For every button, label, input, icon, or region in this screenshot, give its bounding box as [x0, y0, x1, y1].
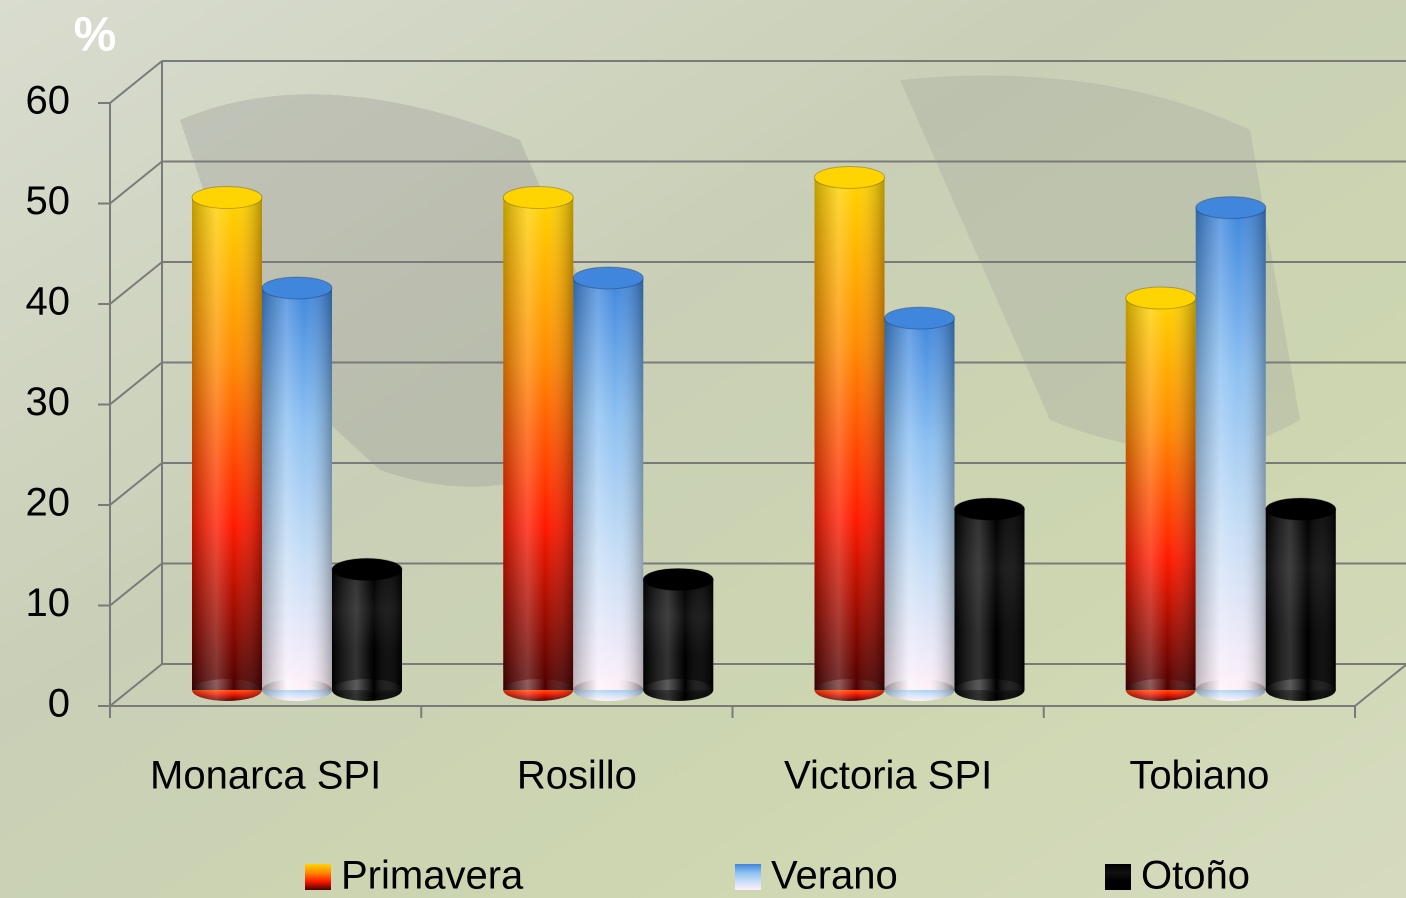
y-tick-label: 40: [26, 280, 71, 324]
grid-line: [109, 562, 163, 607]
legend: Primavera Verano Otoño: [305, 854, 1250, 898]
bar-shade: [1125, 298, 1196, 690]
bar-top: [884, 306, 955, 330]
bar-top: [502, 186, 574, 210]
legend-label: Verano: [771, 854, 898, 898]
bar-top: [191, 186, 263, 210]
legend-label: Primavera: [341, 854, 524, 898]
bar-top: [261, 276, 333, 300]
bar-shade: [954, 509, 1025, 690]
x-tick-label: Victoria SPI: [784, 754, 992, 798]
x-tick-label: Rosillo: [517, 754, 637, 798]
bar-top: [1195, 196, 1267, 220]
bar-shade: [1195, 207, 1266, 690]
bar-shade: [192, 197, 262, 691]
legend-label: Otoño: [1141, 854, 1250, 898]
legend-swatch: [735, 864, 761, 890]
y-tick-label: 30: [26, 380, 71, 424]
y-axis-label: %: [74, 9, 117, 62]
bar-top: [572, 266, 644, 290]
y-tick-label: 20: [26, 481, 71, 525]
y-tick-label: 0: [48, 682, 70, 726]
bar-shade: [884, 318, 955, 690]
y-tick-label: 50: [26, 179, 71, 223]
bar-shade: [573, 277, 644, 690]
x-tick-label: Monarca SPI: [150, 754, 381, 798]
bars: [191, 165, 1337, 701]
grid-line: [109, 361, 163, 406]
grid-line: [109, 663, 163, 707]
floor-edge: [1354, 663, 1406, 707]
bar-top: [954, 497, 1025, 521]
bar-shade: [503, 197, 574, 691]
bar-shade: [262, 288, 332, 690]
x-tick-label: Tobiano: [1129, 754, 1269, 798]
grid-line: [109, 160, 163, 205]
bar-shade: [1265, 509, 1336, 690]
bar-top: [642, 567, 714, 591]
y-tick-label: 10: [26, 581, 71, 625]
labels: 0 10 20 30 40 50 60 Monarca SPI Rosillo Victoria …: [26, 79, 1270, 798]
grid-line: [109, 462, 163, 506]
bar-top: [1125, 286, 1197, 310]
bar-top: [1265, 497, 1337, 521]
bar-shade: [332, 569, 402, 690]
grid-line: [109, 60, 163, 104]
legend-swatch: [305, 864, 331, 890]
bar-shade: [643, 579, 714, 690]
y-tick-label: 60: [26, 79, 71, 123]
bar-top: [814, 165, 885, 189]
grid-line: [109, 261, 163, 305]
bar-top: [331, 557, 403, 581]
bar-shade: [814, 177, 885, 690]
legend-swatch: [1105, 864, 1131, 890]
